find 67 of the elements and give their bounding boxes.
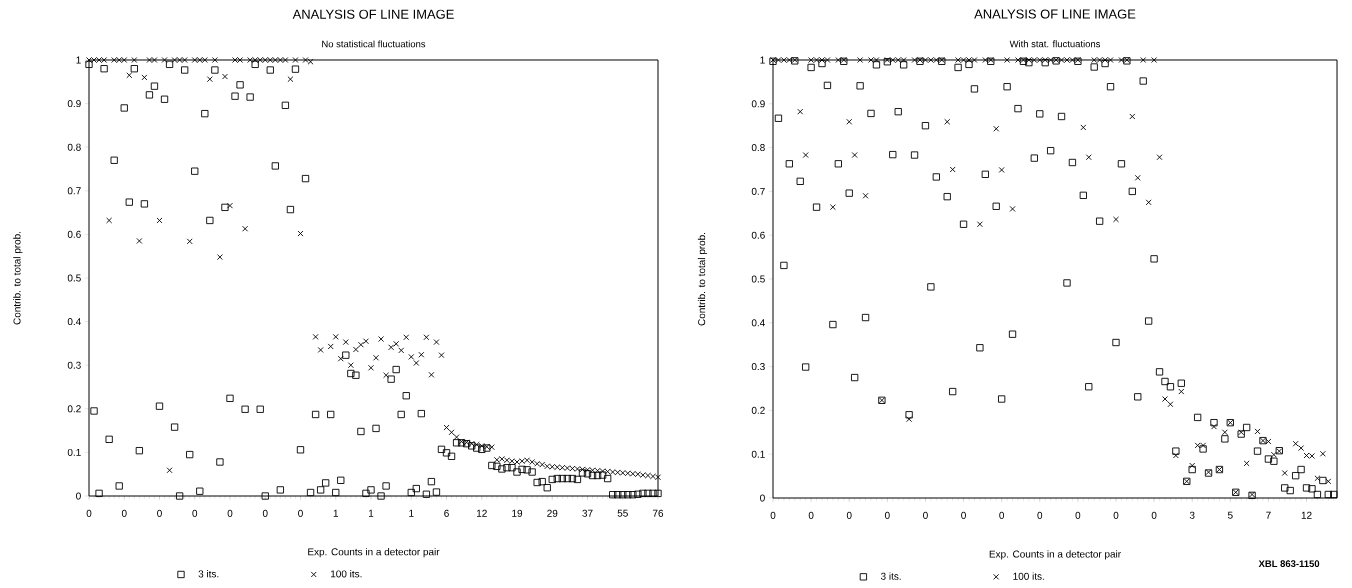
y-tick-label: 0.6 [751,231,765,239]
text: XBL 863-1150 [1258,560,1320,568]
legend-label: 100 its. [331,570,362,578]
chart-subtitle: No statistical fluctuations [322,40,426,48]
legend-label: 100 its. [1013,572,1044,580]
y-axis-title: Contrib. to total prob. [697,232,708,326]
x-tick-label: 0 [961,511,966,519]
x-tick-label: 0 [262,509,268,517]
y-tick-label: 0.4 [67,318,81,326]
y-tick-label: 0 [76,492,81,500]
y-tick-label: 0.7 [751,187,765,195]
x-tick-label: 0 [1151,511,1157,519]
x-tick-label: 1 [368,509,374,517]
x-tick-label: 0 [884,511,890,519]
y-tick-label: 0.1 [751,450,765,458]
x-tick-label: 0 [157,509,162,517]
y-tick-label: 0.8 [67,143,81,151]
y-tick-label: 1 [76,56,81,64]
x-tick-label: 1 [409,509,414,517]
x-tick-label: 0 [808,511,814,519]
y-tick-label: 0.4 [751,319,765,327]
legend-label: 3 its. [198,570,219,578]
x-tick-label: 55 [617,509,628,517]
y-tick-label: 0.3 [67,361,81,369]
x-tick-label: 0 [846,511,852,519]
x-tick-label: 0 [1037,511,1043,519]
x-tick-label: 0 [923,511,928,519]
x-tick-label: 0 [1075,511,1081,519]
x-tick-label: 0 [770,511,776,519]
x-tick-label: 0 [86,509,92,517]
chart-title: ANALYSIS OF LINE IMAGE [292,9,454,19]
x-tick-label: 1 [333,509,339,517]
y-tick-label: 0.3 [751,363,765,371]
y-tick-label: 0.6 [67,230,81,238]
x-tick-label: 19 [512,509,523,517]
chart-title: ANALYSIS OF LINE IMAGE [974,9,1136,19]
y-tick-label: 0.8 [751,144,765,152]
x-tick-label: 12 [1301,511,1312,519]
y-tick-label: 0 [760,494,765,502]
x-tick-label: 3 [1189,511,1195,519]
x-axis-title: Exp. Counts in a detector pair [308,548,440,558]
x-tick-label: 5 [1227,511,1233,519]
x-tick-label: 29 [547,509,558,517]
y-tick-label: 0.1 [67,448,81,456]
y-tick-label: 0.2 [751,406,765,414]
x-tick-label: 6 [444,509,449,517]
x-tick-label: 7 [1266,511,1271,519]
y-tick-label: 0.5 [67,274,81,282]
x-tick-label: 0 [121,509,127,517]
x-axis-title: Exp. Counts in a detector pair [989,550,1121,560]
x-tick-label: 0 [227,509,233,517]
y-tick-label: 0.2 [67,405,81,413]
x-tick-label: 0 [1113,511,1119,519]
y-tick-label: 0.9 [751,100,765,108]
x-tick-label: 12 [476,509,487,517]
chart-subtitle: With stat. fluctuations [1009,40,1101,48]
y-tick-label: 1 [760,56,765,64]
x-tick-label: 76 [652,509,664,517]
x-tick-label: 0 [999,511,1005,519]
legend-label: 3 its. [880,572,901,580]
y-tick-label: 0.7 [67,187,81,195]
x-tick-label: 0 [298,509,303,517]
y-axis-title: Contrib. to total prob. [13,231,23,325]
x-tick-label: 0 [192,509,198,517]
x-tick-label: 37 [582,509,593,517]
y-tick-label: 0.5 [751,275,765,283]
y-tick-label: 0.9 [67,100,81,108]
